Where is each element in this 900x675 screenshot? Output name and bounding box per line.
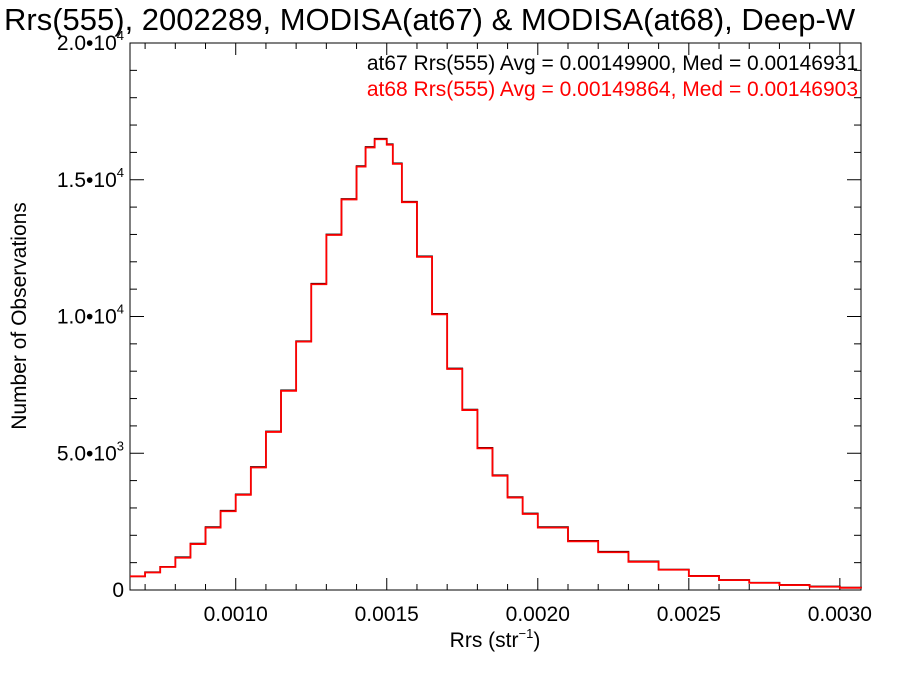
y-tick-label: 1.5•104 — [57, 165, 124, 192]
axis-ticks — [130, 42, 861, 591]
y-tick-label: 5.0•103 — [57, 438, 124, 465]
histogram-series — [130, 137, 862, 589]
x-tick-label: 0.0020 — [506, 603, 570, 626]
x-axis-label-suffix: ) — [533, 629, 540, 652]
y-tick-label: 2.0•104 — [57, 28, 124, 55]
y-tick-label: 1.0•104 — [57, 302, 124, 329]
x-axis-label-text: Rrs (str — [450, 629, 519, 652]
y-tick-mantissa: 1.5•10 — [57, 169, 117, 192]
y-tick-exponent: 4 — [117, 302, 124, 317]
y-tick-mantissa: 5.0•10 — [57, 442, 117, 465]
y-tick-mantissa: 2.0•10 — [57, 32, 117, 55]
x-tick-label: 0.0030 — [808, 603, 872, 626]
axis-tick-labels: 0.0010 0.0015 0.0020 0.0025 0.0030 0 5.0•103 1.… — [57, 28, 872, 626]
plot-frame — [129, 42, 862, 591]
y-tick-exponent: 4 — [117, 165, 124, 180]
histogram-series-at67 — [130, 137, 862, 589]
x-tick-label: 0.0010 — [204, 603, 268, 626]
legend-entry-at67: at67 Rrs(555) Avg = 0.00149900, Med = 0.… — [367, 52, 858, 75]
y-tick-label: 0 — [112, 579, 124, 602]
legend-annotations: at67 Rrs(555) Avg = 0.00149900, Med = 0.… — [367, 52, 858, 101]
y-axis-label: Number of Observations — [8, 202, 31, 430]
chart-title: Rrs(555), 2002289, MODISA(at67) & MODISA… — [4, 2, 856, 37]
y-tick-mantissa: 1.0•10 — [57, 306, 117, 329]
x-axis-label: Rrs (str−1) — [450, 626, 541, 652]
y-tick-exponent: 3 — [117, 438, 124, 453]
x-axis-label-superscript: −1 — [519, 626, 534, 641]
histogram-series-at68 — [130, 138, 862, 589]
x-tick-label: 0.0025 — [657, 603, 721, 626]
y-tick-mantissa: 0 — [112, 579, 124, 602]
y-tick-exponent: 4 — [117, 28, 124, 43]
x-tick-label: 0.0015 — [355, 603, 419, 626]
legend-entry-at68: at68 Rrs(555) Avg = 0.00149864, Med = 0.… — [367, 78, 858, 101]
